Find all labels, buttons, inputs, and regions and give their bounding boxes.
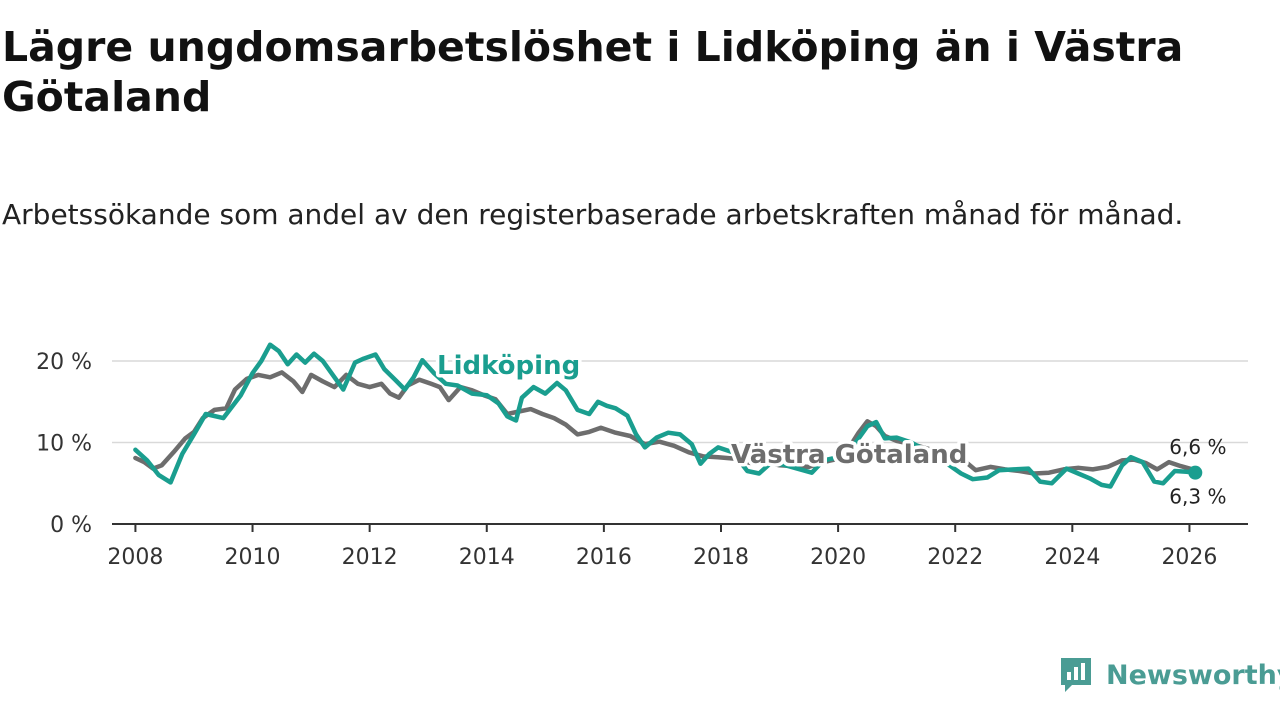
- series-line-vastra-gotaland: [133, 370, 1198, 476]
- x-tick-label: 2010: [225, 545, 281, 570]
- x-tick-label: 2008: [107, 545, 163, 570]
- x-tick-label: 2026: [1161, 545, 1217, 570]
- series-label-vastra-gotaland: Västra Götaland: [731, 440, 967, 470]
- y-tick-label: 20 %: [36, 350, 92, 375]
- x-tick-label: 2020: [810, 545, 866, 570]
- brand-name: Newsworthy: [1106, 659, 1280, 691]
- end-value-lidkoping: 6,3 %: [1169, 485, 1226, 509]
- x-tick-label: 2012: [342, 545, 398, 570]
- x-tick-label: 2024: [1044, 545, 1100, 570]
- x-tick-label: 2016: [576, 545, 632, 570]
- series-end-dot-lidkoping: [1188, 465, 1203, 480]
- series-label-lidkoping: Lidköping: [437, 351, 580, 381]
- series-label-vastra-gotaland-halo: Västra Götaland: [731, 440, 967, 470]
- series-lines: [133, 342, 1203, 489]
- chart-subtitle: Arbetssökande som andel av den registerb…: [2, 198, 1184, 231]
- gridlines: [112, 360, 1248, 525]
- x-tick-label: 2018: [693, 545, 749, 570]
- end-value-vastra-gotaland: 6,6 %: [1169, 435, 1226, 459]
- newsworthy-logo-icon: [1061, 658, 1091, 692]
- series-line-lidkoping: [133, 342, 1198, 489]
- y-tick-label: 0 %: [50, 513, 92, 538]
- x-tick-label: 2014: [459, 545, 515, 570]
- x-tick-label: 2022: [927, 545, 983, 570]
- y-tick-label: 10 %: [36, 432, 92, 457]
- chart-title: Lägre ungdomsarbetslöshet i Lidköping än…: [2, 23, 1184, 121]
- series-label-lidkoping-halo: Lidköping: [437, 351, 580, 381]
- x-axis-ticks: 2008 2010 2012 2014 2016 2018 2020 2022 2024 2026: [107, 524, 1217, 570]
- y-axis-ticks: 0 % 10 % 20 %: [36, 350, 92, 538]
- brand-logo: Newsworthy: [1058, 654, 1280, 696]
